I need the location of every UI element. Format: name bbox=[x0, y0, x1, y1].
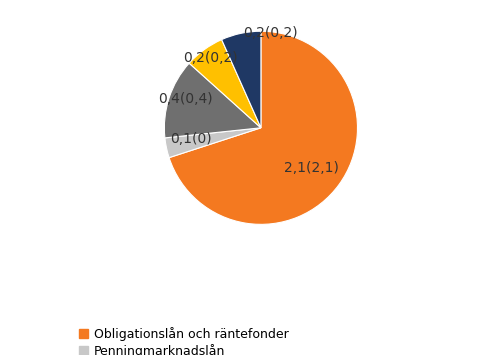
Legend: Obligationslån och räntefonder, Penningmarknadslån, Aktier och aktiefonder, Fast: Obligationslån och räntefonder, Penningm… bbox=[79, 327, 366, 355]
Wedge shape bbox=[169, 31, 357, 224]
Text: 0,2(0,2): 0,2(0,2) bbox=[243, 26, 298, 40]
Wedge shape bbox=[189, 40, 261, 128]
Text: 2,1(2,1): 2,1(2,1) bbox=[284, 162, 338, 175]
Wedge shape bbox=[165, 63, 261, 138]
Text: 0,1(0): 0,1(0) bbox=[170, 132, 212, 146]
Wedge shape bbox=[165, 128, 261, 158]
Text: 0,4(0,4): 0,4(0,4) bbox=[159, 92, 213, 106]
Text: 0,2(0,2): 0,2(0,2) bbox=[183, 51, 238, 65]
Wedge shape bbox=[222, 31, 261, 128]
